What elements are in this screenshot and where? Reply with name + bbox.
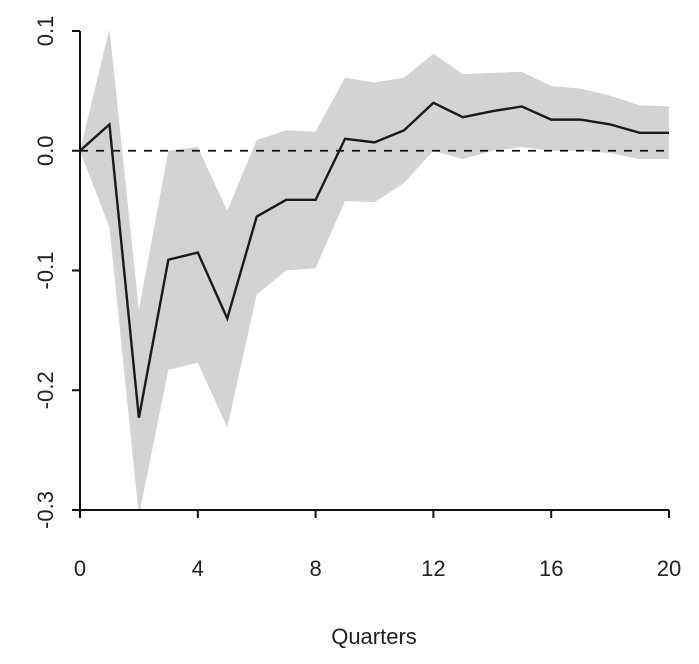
x-tick-label: 16 — [539, 556, 563, 581]
y-tick-label: 0.0 — [33, 135, 58, 166]
y-tick-label: -0.3 — [33, 491, 58, 529]
x-tick-label: 0 — [74, 556, 86, 581]
y-tick-label: -0.1 — [33, 252, 58, 290]
series-line-response — [79, 101, 669, 419]
y-tick-label: 0.1 — [33, 16, 58, 47]
y-tick-label: -0.2 — [33, 371, 58, 409]
x-tick-label: 8 — [309, 556, 321, 581]
x-axis-label: Quarters — [331, 624, 417, 649]
x-tick-label: 4 — [192, 556, 204, 581]
x-tick-label: 20 — [657, 556, 681, 581]
x-tick-label: 12 — [421, 556, 445, 581]
confidence-band — [80, 31, 669, 510]
